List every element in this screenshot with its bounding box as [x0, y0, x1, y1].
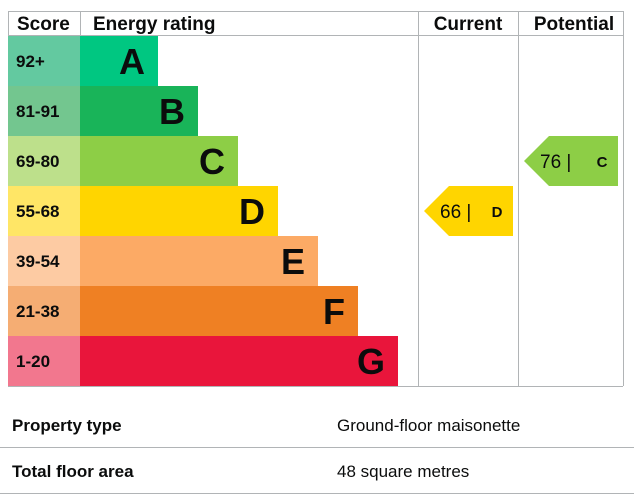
header-current: Current	[434, 14, 503, 35]
property-type-value: Ground-floor maisonette	[337, 416, 521, 435]
current-rating-pointer: 66 | D	[424, 186, 513, 236]
rating-letter: E	[281, 241, 305, 282]
potential-rating-pointer-band: C	[597, 154, 608, 171]
rating-letter: A	[119, 41, 145, 82]
rating-bar-c	[80, 136, 238, 186]
header-potential: Potential	[534, 14, 614, 35]
property-type-row: Property type Ground-floor maisonette	[0, 402, 634, 448]
score-label: 69-80	[16, 152, 59, 171]
score-label: 39-54	[16, 252, 60, 271]
score-label: 81-91	[16, 102, 59, 121]
property-type-label: Property type	[12, 416, 122, 435]
score-cell	[8, 336, 80, 386]
score-label: 92+	[16, 52, 45, 71]
score-cell	[8, 136, 80, 186]
rating-bar-f	[80, 286, 358, 336]
header-score: Score	[17, 14, 70, 35]
score-label: 21-38	[16, 302, 59, 321]
rating-letter: G	[357, 341, 385, 382]
current-rating-pointer-band: D	[492, 204, 503, 221]
divider	[0, 493, 634, 494]
score-cell	[8, 36, 80, 86]
floor-area-row: Total floor area 48 square metres	[0, 448, 634, 494]
score-cell	[8, 86, 80, 136]
energy-rating-chart: Score Energy rating Current Potential 92…	[8, 11, 624, 387]
rating-letter: D	[239, 191, 265, 232]
rating-pointers: 66 | D 76 | C	[424, 136, 618, 236]
rating-bar-b	[80, 86, 198, 136]
score-cell	[8, 286, 80, 336]
rating-letter: B	[159, 91, 185, 132]
header-energy-rating: Energy rating	[93, 14, 215, 35]
floor-area-value: 48 square metres	[337, 462, 470, 481]
floor-area-label: Total floor area	[12, 462, 134, 481]
rating-bar-g	[80, 336, 398, 386]
rating-letter: F	[323, 291, 345, 332]
score-cell	[8, 236, 80, 286]
potential-rating-pointer: 76 | C	[524, 136, 618, 186]
rating-bar-d	[80, 186, 278, 236]
rating-letter: C	[199, 141, 225, 182]
rating-bar-a	[80, 36, 158, 86]
rating-bands: 92+ A 81-91 B 69-80 C 55-68 D 39-54 E 21-38 F 1-20 G	[8, 36, 398, 386]
potential-rating-pointer-value: 76 |	[540, 152, 571, 173]
divider	[0, 447, 634, 448]
rating-bar-e	[80, 236, 318, 286]
potential-rating-pointer-shape	[524, 136, 618, 186]
current-rating-pointer-value: 66 |	[440, 202, 471, 223]
score-label: 1-20	[16, 352, 50, 371]
score-cell	[8, 186, 80, 236]
score-label: 55-68	[16, 202, 59, 221]
current-rating-pointer-shape	[424, 186, 513, 236]
